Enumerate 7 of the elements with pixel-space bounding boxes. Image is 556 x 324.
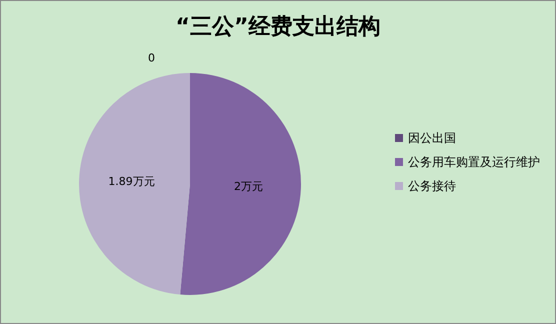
legend-label: 因公出国 [408, 131, 456, 145]
legend-label: 公务用车购置及运行维护 [408, 155, 540, 169]
chart-title: “三公”经费支出结构 [176, 14, 380, 40]
data-label: 1.89万元 [108, 174, 155, 188]
text: 0 [148, 52, 155, 64]
legend-label: 公务接待 [408, 179, 456, 193]
data-label: 2万元 [234, 180, 263, 194]
